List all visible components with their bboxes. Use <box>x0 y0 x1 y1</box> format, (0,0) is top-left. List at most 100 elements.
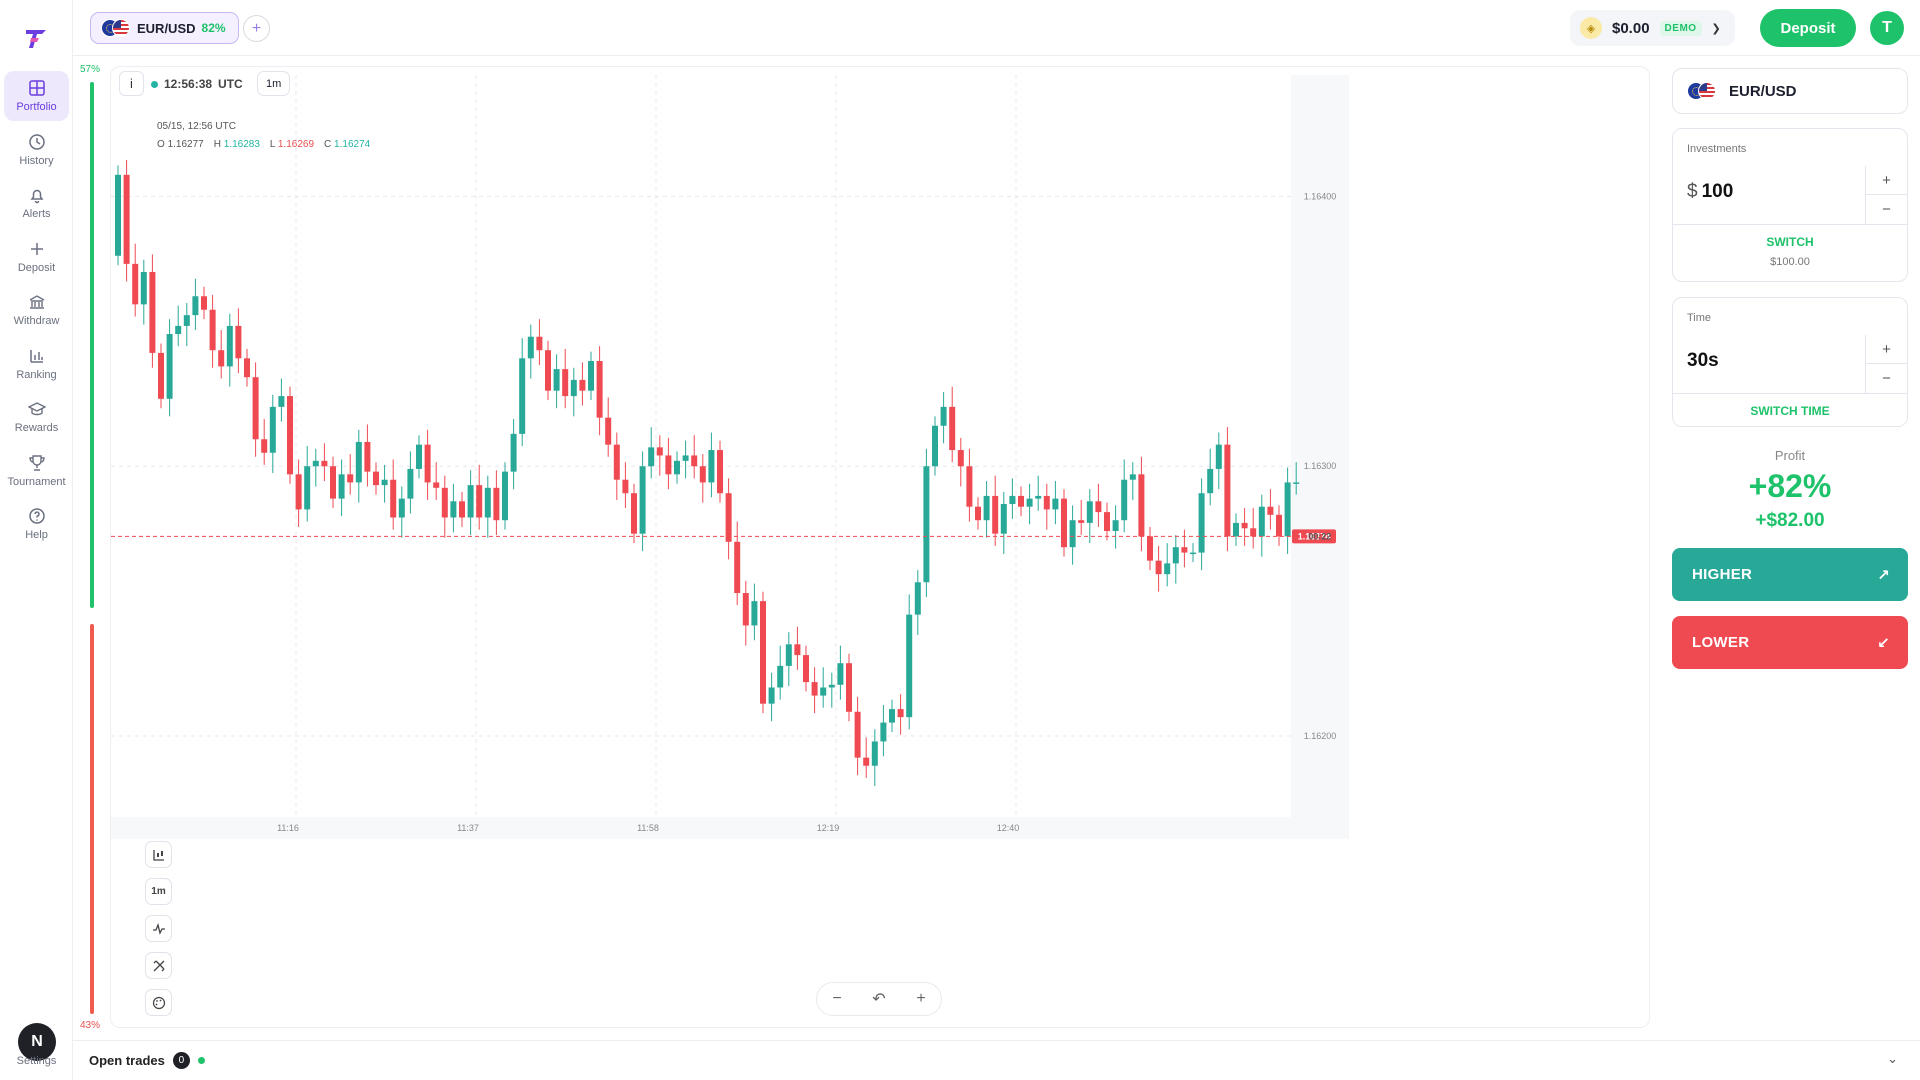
candle-body <box>364 441 371 472</box>
time-input[interactable]: 30s <box>1687 350 1719 371</box>
info-button[interactable]: i <box>119 71 144 96</box>
candle-body <box>1267 506 1274 515</box>
candles-icon <box>152 849 164 861</box>
sidebar-item-label: History <box>19 154 54 167</box>
candle-body <box>1018 495 1024 507</box>
candle-body <box>484 487 491 518</box>
settings-button[interactable]: N <box>18 1023 56 1061</box>
drawing-tools-button[interactable] <box>145 952 172 979</box>
candle-body <box>1000 504 1007 534</box>
sidebar-item-deposit[interactable]: Deposit <box>4 232 69 282</box>
avatar[interactable]: T <box>1870 11 1904 45</box>
candle-body <box>966 466 973 507</box>
candle-body <box>1241 522 1248 529</box>
investment-input[interactable]: $100 <box>1687 181 1733 203</box>
candle-body <box>880 722 887 742</box>
switch-time-button[interactable]: SWITCH TIME <box>1750 404 1830 418</box>
sidebar-item-ranking[interactable]: Ranking <box>4 339 69 389</box>
higher-button[interactable]: HIGHER ↗ <box>1672 548 1908 601</box>
divider <box>1673 393 1907 394</box>
plus-icon <box>30 242 43 255</box>
deposit-button[interactable]: Deposit <box>1760 9 1856 47</box>
open-trades-bar[interactable]: Open trades 0 ⌄ <box>73 1040 1920 1080</box>
candle-body <box>751 601 758 626</box>
sidebar-item-portfolio[interactable]: Portfolio <box>4 71 69 121</box>
timeframe-button[interactable]: 1m <box>257 71 291 96</box>
candle-body <box>467 485 474 518</box>
investments-label: Investments <box>1687 143 1747 155</box>
candle-body <box>691 455 698 467</box>
decrease-investment-button[interactable]: − <box>1882 201 1891 218</box>
chart-theme-button[interactable] <box>145 989 172 1016</box>
logo-icon[interactable] <box>22 24 50 52</box>
zoom-in-button[interactable]: + <box>916 990 926 1007</box>
higher-label: HIGHER <box>1692 566 1753 583</box>
eur-usd-flag-icon <box>1687 82 1717 100</box>
asset-name: EUR/USD <box>1729 82 1797 100</box>
switch-investment-button[interactable]: SWITCH <box>1766 235 1814 249</box>
candle-body <box>579 379 586 391</box>
help-icon <box>28 508 45 524</box>
candle-body <box>373 471 379 486</box>
candle-body <box>1086 501 1093 523</box>
eur-usd-flag-icon <box>101 19 131 37</box>
chevron-down-icon[interactable]: ⌄ <box>1887 1051 1898 1066</box>
asset-tab-eurusd[interactable]: EUR/USD 82% <box>90 12 239 44</box>
candle-body <box>209 309 216 351</box>
candle-body <box>1147 536 1153 561</box>
candle-body <box>158 352 164 399</box>
account-balance-selector[interactable]: ◈ $0.00 DEMO ❯ <box>1570 10 1735 46</box>
sidebar-item-help[interactable]: Help <box>4 499 69 549</box>
ohlc-open-label: O <box>157 139 165 150</box>
candle-body <box>768 687 775 704</box>
candle-body <box>1198 493 1205 553</box>
increase-time-button[interactable]: + <box>1866 335 1907 364</box>
candle-body <box>570 379 577 397</box>
candle-body <box>1043 495 1050 510</box>
reset-zoom-button[interactable]: ↶ <box>872 991 886 1008</box>
chart-type-button[interactable] <box>145 841 172 868</box>
indicators-button[interactable] <box>145 915 172 942</box>
sidebar-item-alerts[interactable]: Alerts <box>4 178 69 228</box>
sidebar-item-tournament[interactable]: Tournament <box>4 446 69 496</box>
add-asset-tab-button[interactable]: + <box>243 15 270 42</box>
zoom-out-button[interactable]: − <box>832 990 842 1007</box>
sidebar-item-withdraw[interactable]: Withdraw <box>4 285 69 335</box>
candle-body <box>596 361 603 418</box>
ohlc-close: 1.16274 <box>334 139 371 150</box>
investment-value: 100 <box>1701 181 1734 202</box>
price-chart[interactable]: 1.16400 1.16300 1.16200 11:16 11:37 11:58 12:1… <box>111 67 1650 1028</box>
trophy-icon <box>28 454 45 471</box>
candle-body <box>889 709 895 723</box>
candle-body <box>674 460 680 475</box>
sidebar-item-history[interactable]: History <box>4 125 69 175</box>
candle-body <box>441 487 448 518</box>
status-dot-icon <box>197 1057 205 1064</box>
candle-body <box>631 493 637 534</box>
lower-label: LOWER <box>1692 634 1750 651</box>
candle-body <box>1129 474 1136 480</box>
candle-body <box>906 614 913 718</box>
candle-body <box>622 479 629 494</box>
grid-icon <box>28 80 45 96</box>
candle-body <box>304 466 311 510</box>
chart-panel[interactable]: 1.16400 1.16300 1.16200 11:16 11:37 11:58 12:1… <box>110 66 1650 1028</box>
current-price-badge <box>1292 529 1336 544</box>
price-axis <box>1291 75 1349 835</box>
candle-body <box>407 468 414 499</box>
bar-chart-icon <box>29 349 43 363</box>
time-axis <box>111 817 1349 839</box>
candle-body <box>1035 495 1042 499</box>
asset-selector[interactable]: EUR/USD <box>1672 68 1908 114</box>
candle-body <box>1250 528 1257 537</box>
sidebar-item-label: Alerts <box>22 208 51 220</box>
lower-button[interactable]: LOWER ↙ <box>1672 616 1908 669</box>
sidebar-item-rewards[interactable]: Rewards <box>4 392 69 442</box>
chart-timeframe-button[interactable]: 1m <box>145 878 172 905</box>
decrease-time-button[interactable]: − <box>1882 370 1891 387</box>
candle-body <box>510 433 517 472</box>
increase-investment-button[interactable]: + <box>1866 166 1907 195</box>
candle-body <box>717 450 723 494</box>
candle-body <box>897 709 904 718</box>
